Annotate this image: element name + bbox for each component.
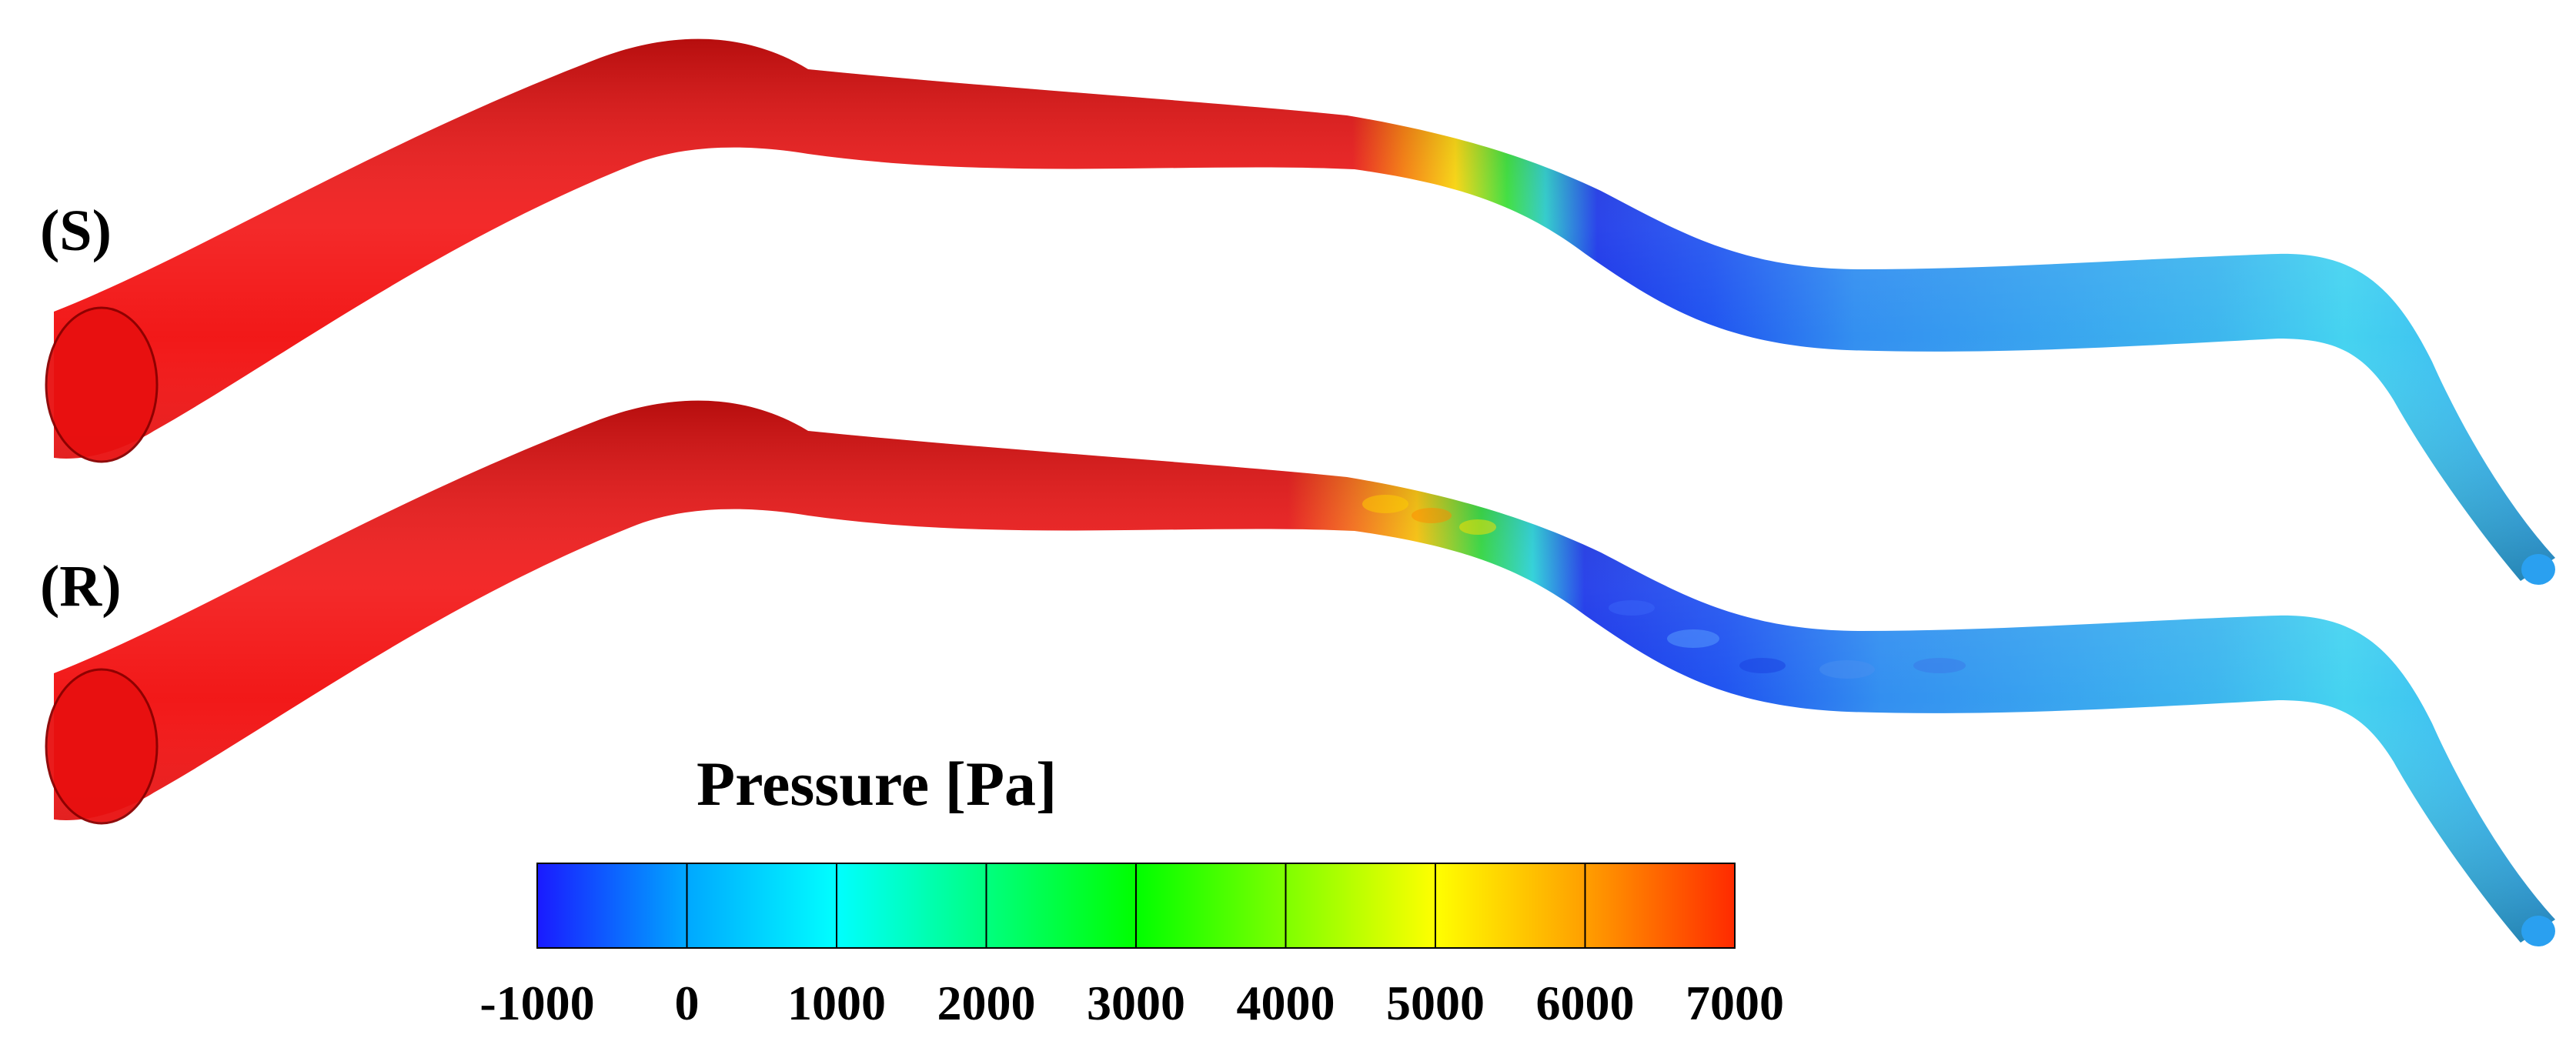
colorbar-title: Pressure [Pa] [697,749,1057,819]
colorbar [536,863,1736,949]
colorbar-tick-label: 6000 [1535,976,1635,1030]
colorbar-tick-label: 2000 [937,976,1036,1030]
colorbar-tick-label: 4000 [1236,976,1335,1030]
vessel-rough-texture [1362,495,1966,679]
panel-label-s: (S) [40,199,112,263]
vessel-smooth [45,38,2555,585]
vessel-rough-outlet [2521,916,2555,946]
panel-label-r: (R) [40,554,122,619]
vessel-smooth-outlet [2521,554,2555,585]
vessel-rough-shading [54,400,2555,943]
colorbar-tick-label: 3000 [1087,976,1185,1030]
colorbar-tick-label: 1000 [787,976,886,1030]
colorbar-tick-label: 7000 [1686,976,1784,1030]
vessel-smooth-inlet [45,306,159,463]
vessel-rough-inlet [45,668,159,825]
vessel-smooth-shading [54,38,2555,581]
colorbar-tick-label: -1000 [479,976,595,1030]
vessel-rough [45,400,2555,946]
colorbar-tick-label: 0 [674,976,700,1030]
colorbar-tick-label: 5000 [1386,976,1485,1030]
colorbar-dividers [686,863,1586,948]
